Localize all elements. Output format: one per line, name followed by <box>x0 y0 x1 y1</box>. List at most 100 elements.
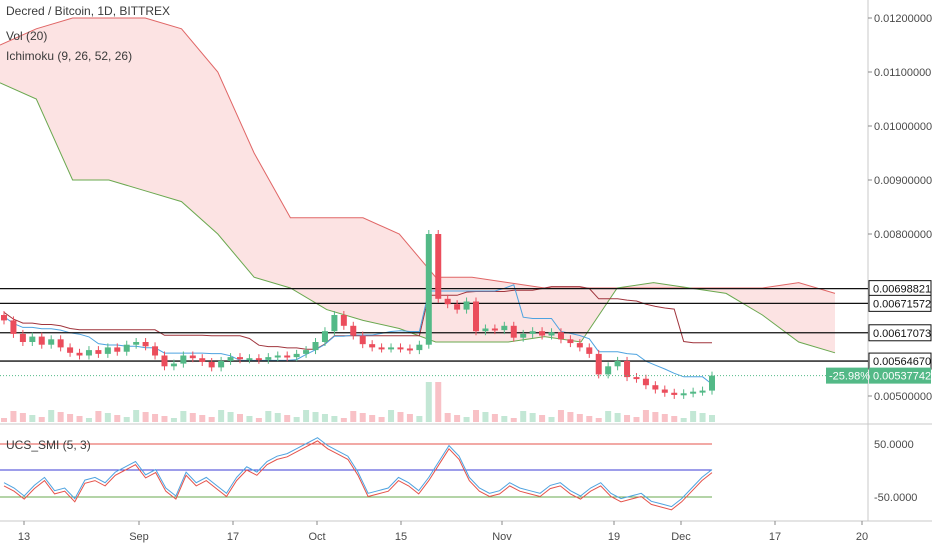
candle-body <box>454 304 461 310</box>
volume-bar <box>539 415 546 422</box>
level-label-3: 0.00617073 <box>873 328 931 340</box>
candle-body <box>293 353 300 358</box>
candle-body <box>444 298 451 305</box>
volume-bar <box>170 418 177 422</box>
volume-bar <box>709 415 715 422</box>
change-badge <box>826 367 868 384</box>
volume-bar <box>501 416 508 422</box>
volume-bar <box>142 412 149 422</box>
volume-bar <box>520 411 527 422</box>
volume-bar <box>237 414 243 422</box>
candle-body <box>557 332 564 340</box>
candle-body <box>463 301 470 310</box>
candle-body <box>312 342 319 351</box>
candle-body <box>388 347 395 350</box>
candle-body <box>170 363 177 367</box>
candle-body <box>406 348 413 351</box>
candle-body <box>671 392 678 395</box>
volume-bar <box>557 410 564 422</box>
volume-bar <box>180 411 187 422</box>
level-label-4: 0.00564670 <box>873 356 931 368</box>
candle-body <box>76 352 83 356</box>
volume-bar <box>567 412 574 422</box>
candle-body <box>161 355 168 367</box>
candle-body <box>208 361 215 368</box>
candle-body <box>104 347 111 354</box>
volume-bar <box>48 410 55 422</box>
candle-body <box>57 339 64 348</box>
volume-bar <box>473 410 479 422</box>
candle-body <box>567 339 574 344</box>
level-tag-2 <box>868 294 932 312</box>
volume-bar <box>19 413 26 422</box>
volume-bar <box>95 411 102 422</box>
volume-bar <box>104 413 111 422</box>
smi-tick-lower: -50.0000 <box>874 492 917 504</box>
volume-bar <box>652 412 659 422</box>
candle-body <box>425 234 432 345</box>
last-price-label: 0.00537742 <box>873 371 931 383</box>
candle-body <box>152 346 159 356</box>
candle-body <box>1 315 7 321</box>
candle-body <box>331 315 338 332</box>
candle-body <box>586 347 593 354</box>
volume-bar <box>152 414 159 422</box>
candle-body <box>416 344 423 351</box>
price-tick-label: 0.00900000 <box>874 175 932 187</box>
candle-body <box>680 393 687 396</box>
volume-bar <box>680 418 687 422</box>
volume-bar <box>133 410 140 422</box>
candle-body <box>67 347 74 353</box>
candle-body <box>29 336 36 342</box>
price-tick-label: 0.00800000 <box>874 229 932 241</box>
volume-bar <box>605 411 612 422</box>
candle-body <box>661 389 668 393</box>
volume-bar <box>463 417 470 422</box>
candle-body <box>237 357 243 360</box>
candle-body <box>548 332 555 336</box>
volume-bar <box>218 410 225 422</box>
candle-body <box>123 344 130 352</box>
volume-bar <box>57 412 64 422</box>
volume-bar <box>633 417 640 422</box>
candle-body <box>114 347 121 352</box>
time-tick-label: 19 <box>608 531 620 543</box>
candle-body <box>633 377 640 380</box>
volume-bar <box>378 417 385 422</box>
price-tick-label: 0.00500000 <box>874 391 932 403</box>
candle-body <box>359 335 366 345</box>
volume-bar <box>38 417 45 422</box>
candle-body <box>614 360 621 367</box>
candle-body <box>350 325 357 336</box>
candle-body <box>95 350 102 354</box>
candle-body <box>652 385 659 390</box>
volume-bar <box>359 413 366 422</box>
candle-body <box>397 347 404 350</box>
candle-body <box>576 343 583 348</box>
candle-body <box>218 360 225 368</box>
volume-bar <box>614 413 621 422</box>
price-tick-label: 0.01000000 <box>874 121 932 133</box>
candle-body <box>38 336 45 345</box>
smi-tick-upper: 50.0000 <box>874 439 914 451</box>
smi-legend: UCS_SMI (5, 3) <box>6 438 91 452</box>
candle-body <box>520 333 527 338</box>
level-label-1: 0.00698821 <box>873 284 931 296</box>
volume-bar <box>444 413 451 422</box>
level-tag-3 <box>868 324 932 342</box>
candle-body <box>510 325 517 338</box>
volume-bar <box>699 413 706 422</box>
candle-body <box>19 333 26 342</box>
volume-bar <box>189 413 196 422</box>
time-tick-label: 17 <box>227 531 239 543</box>
candle-body <box>435 234 442 299</box>
volume-bar <box>67 414 74 422</box>
volume-bar <box>10 411 17 422</box>
volume-bar <box>397 412 404 422</box>
tenkan-line <box>3 284 713 385</box>
time-tick-label: Nov <box>492 531 512 543</box>
kijun-line <box>3 286 712 350</box>
volume-bar <box>340 418 347 422</box>
